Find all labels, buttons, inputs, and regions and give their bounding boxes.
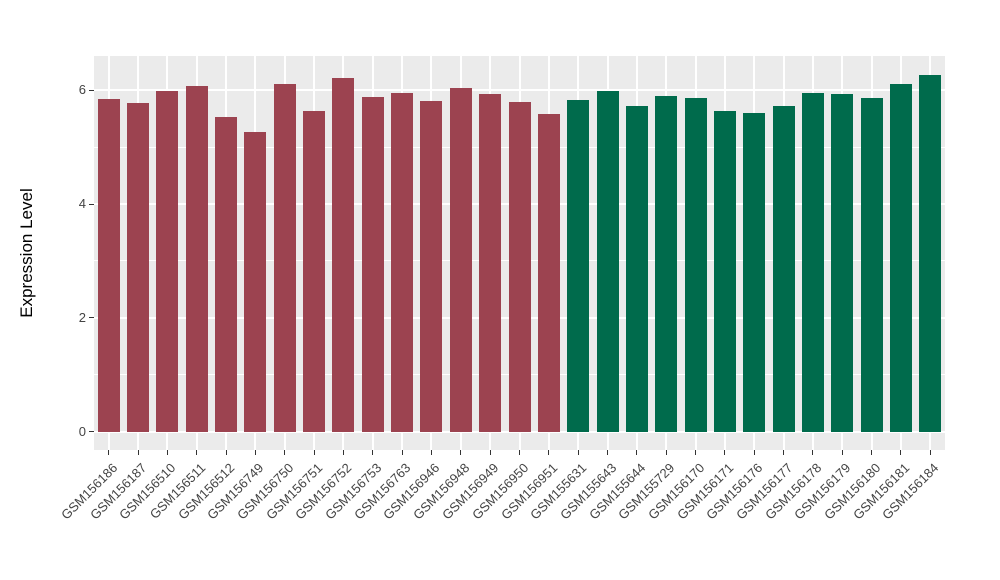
x-tick-mark xyxy=(313,450,315,455)
bar xyxy=(449,87,472,432)
bar xyxy=(156,91,179,432)
y-tick-mark xyxy=(89,89,94,91)
bar xyxy=(831,94,854,432)
x-tick-mark xyxy=(577,450,579,455)
x-tick-mark xyxy=(166,450,168,455)
bar xyxy=(273,83,296,432)
bar xyxy=(479,93,502,432)
y-tick-mark xyxy=(89,203,94,205)
bar xyxy=(625,105,648,432)
x-tick-mark xyxy=(636,450,638,455)
bar xyxy=(303,111,326,432)
x-tick-mark xyxy=(548,450,550,455)
bar xyxy=(713,111,736,432)
gridline-major xyxy=(94,430,945,433)
y-axis-title: Expression Level xyxy=(17,188,36,318)
x-tick-mark xyxy=(108,450,110,455)
x-tick-mark xyxy=(900,450,902,455)
plot-panel xyxy=(94,56,945,450)
x-tick-mark xyxy=(489,450,491,455)
x-tick-mark xyxy=(137,450,139,455)
x-tick-mark xyxy=(342,450,344,455)
y-tick-mark xyxy=(89,317,94,319)
bar xyxy=(860,97,883,432)
bar xyxy=(919,75,942,432)
bar xyxy=(743,112,766,432)
x-tick-mark xyxy=(724,450,726,455)
bar xyxy=(889,84,912,432)
y-tick-label: 0 xyxy=(78,423,86,439)
y-tick-label: 2 xyxy=(78,309,86,325)
x-tick-mark xyxy=(753,450,755,455)
bar xyxy=(420,100,443,432)
bar xyxy=(567,100,590,432)
bar xyxy=(508,102,531,432)
x-tick-mark xyxy=(196,450,198,455)
bar xyxy=(655,96,678,432)
x-tick-mark xyxy=(519,450,520,455)
bar xyxy=(801,93,824,432)
x-tick-mark xyxy=(284,450,286,455)
y-tick-label: 4 xyxy=(78,196,86,212)
bar xyxy=(361,96,384,432)
x-tick-mark xyxy=(607,450,609,455)
bar xyxy=(596,91,619,432)
x-tick-mark xyxy=(929,450,931,455)
y-tick-label: 6 xyxy=(78,82,86,98)
bar xyxy=(537,113,560,432)
gridline-major xyxy=(94,89,945,92)
x-tick-mark xyxy=(225,450,227,455)
x-tick-mark xyxy=(665,450,667,455)
x-tick-mark xyxy=(695,450,697,455)
bar xyxy=(772,105,795,432)
x-tick-mark xyxy=(372,450,374,455)
bar xyxy=(244,132,267,432)
x-tick-mark xyxy=(460,450,462,455)
bar xyxy=(185,86,208,432)
bar xyxy=(332,78,355,432)
x-tick-mark xyxy=(783,450,785,455)
x-tick-mark xyxy=(841,450,843,455)
x-tick-mark xyxy=(254,450,256,455)
bar xyxy=(97,98,120,432)
bar xyxy=(215,117,238,432)
y-tick-mark xyxy=(89,431,94,433)
bar xyxy=(684,97,707,432)
x-tick-mark xyxy=(401,450,403,455)
x-tick-mark xyxy=(871,450,873,455)
x-tick-mark xyxy=(430,450,432,455)
x-tick-mark xyxy=(812,450,814,455)
bar xyxy=(391,93,414,432)
bar xyxy=(127,102,150,432)
